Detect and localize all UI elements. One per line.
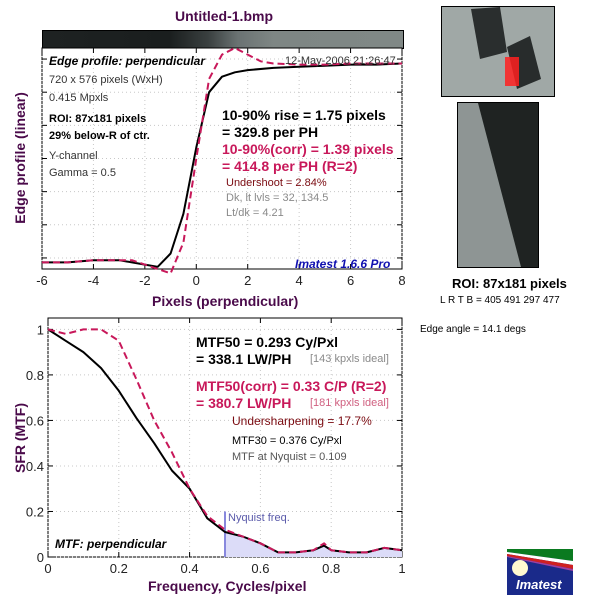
x-tick-label: 8 — [398, 273, 405, 288]
edge-xlabel: Pixels (perpendicular) — [152, 293, 299, 309]
edge-angle: Edge angle = 14.1 degs — [420, 324, 526, 335]
timestamp: 12-May-2006 21:26:47 — [285, 55, 396, 67]
x-tick-label: -2 — [139, 273, 151, 288]
mtf50corr-lwph: = 380.7 LW/PH — [196, 395, 292, 411]
nyquist-label: Nyquist freq. — [228, 512, 290, 524]
series-corr-line — [47, 328, 403, 554]
logo-graphic — [507, 549, 573, 576]
mtf-ylabel: SFR (MTF) — [12, 403, 28, 473]
undersharpening-text: Undersharpening = 17.7% — [232, 414, 372, 428]
version-text: Imatest 1.6.6 Pro — [295, 257, 391, 271]
roi-title: ROI: 87x181 pixels — [452, 276, 567, 291]
corr-rise-text: 10-90%(corr) = 1.39 pixels — [222, 141, 394, 157]
y-tick-label: 0.6 — [26, 413, 44, 428]
channel-text: Y-channel — [49, 150, 98, 162]
mtf50-lwph: = 338.1 LW/PH — [196, 351, 292, 367]
window-title: Untitled-1.bmp — [175, 8, 273, 24]
roi-position-text: 29% below-R of ctr. — [49, 130, 150, 142]
mtf-nyquist-text: MTF at Nyquist = 0.109 — [232, 451, 347, 463]
logo-text: Imatest — [516, 577, 562, 592]
x-tick-label: -4 — [88, 273, 100, 288]
roi-size-text: ROI: 87x181 pixels — [49, 113, 147, 125]
gamma-text: Gamma = 0.5 — [49, 167, 116, 179]
mtf50corr-ideal: [181 kpxls ideal] — [310, 397, 389, 409]
x-tick-label: 0 — [44, 561, 51, 576]
corr-rise-per-ph: = 414.8 per PH (R=2) — [222, 158, 358, 174]
megapixels: 0.415 Mpxls — [49, 92, 109, 104]
roi-edge — [478, 103, 538, 267]
x-tick-label: 2 — [244, 273, 251, 288]
levels-text: Dk, lt lvls = 32, 134.5 — [226, 192, 329, 204]
thumbnail-squares — [471, 7, 541, 89]
edge-panel-label: Edge profile: perpendicular — [49, 54, 206, 68]
x-tick-label: 0.6 — [251, 561, 269, 576]
x-tick-label: -6 — [36, 273, 48, 288]
mtf30-text: MTF30 = 0.376 Cy/Pxl — [232, 435, 342, 447]
mtf50-ideal: [143 kpxls ideal] — [310, 353, 389, 365]
rise-per-ph: = 329.8 per PH — [222, 124, 319, 140]
mtf50corr-text: MTF50(corr) = 0.33 C/P (R=2) — [196, 378, 387, 394]
y-tick-label: 0.8 — [26, 368, 44, 383]
roi-coords: L R T B = 405 491 297 477 — [440, 295, 560, 306]
x-tick-label: 6 — [347, 273, 354, 288]
x-tick-label: 4 — [296, 273, 303, 288]
image-size: 720 x 576 pixels (WxH) — [49, 74, 163, 86]
imatest-logo: Imatest — [507, 549, 573, 595]
nyquist-fill — [225, 531, 402, 557]
series-corr-line — [42, 47, 402, 275]
y-tick-label: 0.4 — [26, 459, 44, 474]
mtf50-text: MTF50 = 0.293 Cy/Pxl — [196, 334, 339, 350]
y-tick-label: 0.2 — [26, 504, 44, 519]
x-tick-label: 0 — [193, 273, 200, 288]
mtf-panel-label: MTF: perpendicular — [55, 537, 167, 551]
y-tick-label: 0 — [37, 550, 44, 565]
x-tick-label: 0.2 — [110, 561, 128, 576]
mtf-xlabel: Frequency, Cycles/pixel — [148, 578, 307, 594]
x-tick-label: 0.8 — [322, 561, 340, 576]
x-tick-label: 1 — [398, 561, 405, 576]
full-image-thumbnail — [441, 6, 555, 97]
x-tick-label: 0.4 — [181, 561, 199, 576]
edge-ylabel: Edge profile (linear) — [12, 92, 28, 224]
y-tick-label: 1 — [37, 322, 44, 337]
undershoot-text: Undershoot = 2.84% — [226, 177, 327, 189]
ratio-text: Lt/dk = 4.21 — [226, 207, 284, 219]
rise-text: 10-90% rise = 1.75 pixels — [222, 107, 386, 123]
roi-crop-image — [457, 102, 539, 268]
